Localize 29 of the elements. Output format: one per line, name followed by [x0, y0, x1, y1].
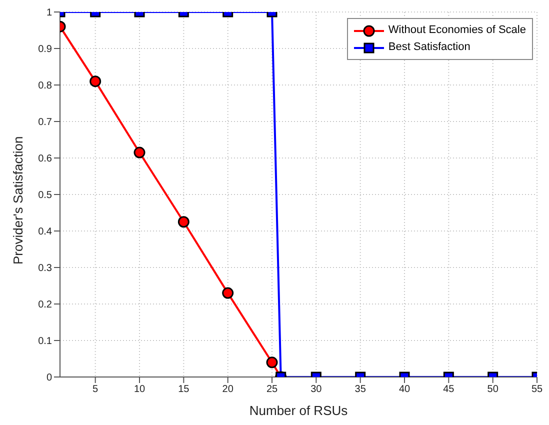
- x-tick-label: 50: [487, 384, 499, 396]
- legend-label: Without Economies of Scale: [388, 23, 526, 38]
- y-tick-label: 0.6: [38, 154, 52, 165]
- y-tick-label: 0.4: [38, 226, 52, 238]
- x-tick-label: 15: [178, 384, 190, 396]
- y-tick-label: 0.1: [38, 336, 52, 348]
- x-tick-label: 25: [266, 384, 278, 396]
- y-tick-label: 1: [46, 8, 52, 19]
- y-tick-label: 0.8: [38, 80, 52, 92]
- y-tick-label: 0.5: [38, 190, 52, 202]
- point: [222, 287, 234, 299]
- point: [178, 216, 190, 228]
- x-tick-label: 45: [443, 384, 455, 396]
- x-tick-label: 20: [222, 384, 234, 396]
- y-tick-label: 0.3: [38, 263, 52, 274]
- x-tick-label: 30: [310, 384, 322, 396]
- x-tick-label: 35: [354, 384, 366, 396]
- y-tick-label: 0.2: [38, 300, 52, 311]
- x-axis-title: Number of RSUs: [249, 403, 348, 418]
- y-axis-title: Provider's Satisfaction: [10, 136, 26, 264]
- y-tick-label: 0.9: [38, 44, 52, 56]
- y-tick-label: 0: [46, 372, 52, 384]
- point: [134, 146, 146, 158]
- x-tick-label: 10: [134, 384, 146, 396]
- x-tick-label: 5: [92, 384, 99, 396]
- legend-label: Best Satisfaction: [388, 40, 470, 55]
- y-tick-label: 0.7: [38, 117, 52, 128]
- x-tick-label: 40: [398, 384, 410, 396]
- x-tick-label: 55: [531, 384, 543, 396]
